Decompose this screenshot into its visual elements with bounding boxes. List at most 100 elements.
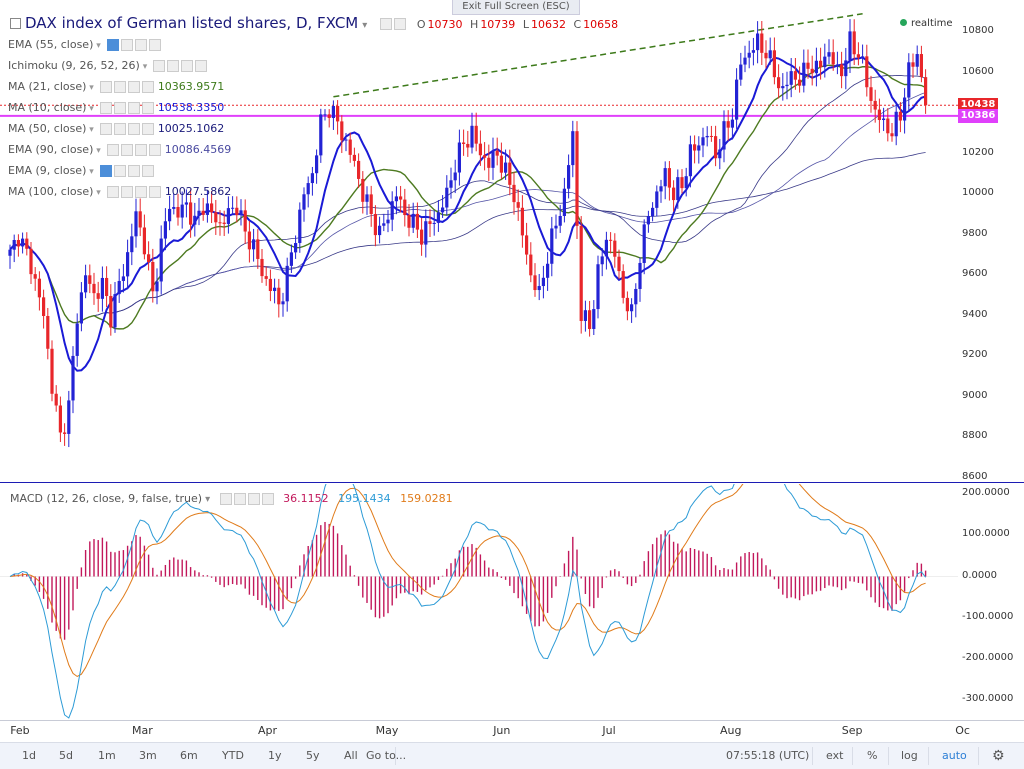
candle[interactable] — [810, 55, 814, 86]
candle[interactable] — [155, 268, 159, 305]
time-axis[interactable]: Feb Mar Apr May Jun Jul Aug Sep Oc — [0, 720, 970, 742]
candle[interactable] — [327, 109, 331, 128]
auto-toggle[interactable]: auto — [942, 749, 967, 762]
candle[interactable] — [743, 45, 747, 73]
candle[interactable] — [680, 169, 684, 194]
candle[interactable] — [8, 244, 12, 269]
candle[interactable] — [512, 172, 516, 215]
eye-icon[interactable] — [99, 81, 112, 93]
eye-icon[interactable] — [99, 165, 112, 177]
candle[interactable] — [877, 98, 881, 133]
candle[interactable] — [79, 282, 83, 332]
candle[interactable] — [264, 266, 268, 286]
candle[interactable] — [835, 51, 839, 75]
candle[interactable] — [852, 19, 856, 65]
candle[interactable] — [667, 161, 671, 201]
candle[interactable] — [243, 199, 247, 245]
candle[interactable] — [407, 204, 411, 237]
candle[interactable] — [302, 187, 306, 222]
candle[interactable] — [919, 45, 923, 83]
goto-button[interactable]: Go to... — [366, 749, 407, 762]
candle[interactable] — [617, 249, 621, 280]
candle[interactable] — [310, 166, 314, 196]
candle[interactable] — [256, 229, 260, 269]
candle[interactable] — [277, 278, 281, 318]
candle[interactable] — [117, 268, 121, 303]
candle[interactable] — [193, 202, 197, 237]
settings-small-icon[interactable] — [120, 186, 133, 198]
range-button-3m[interactable]: 3m — [139, 749, 157, 762]
candle[interactable] — [823, 43, 827, 78]
candle[interactable] — [886, 108, 890, 142]
eye-icon[interactable] — [153, 60, 166, 72]
candle[interactable] — [529, 242, 533, 283]
candle[interactable] — [722, 110, 726, 163]
symbol-title[interactable]: DAX index of German listed shares, D, FX… — [25, 14, 359, 32]
candle[interactable] — [163, 208, 167, 251]
range-button-6m[interactable]: 6m — [180, 749, 198, 762]
candle[interactable] — [575, 121, 579, 240]
candle[interactable] — [100, 266, 104, 312]
candle[interactable] — [319, 108, 323, 163]
candle[interactable] — [67, 390, 71, 448]
candle[interactable] — [344, 132, 348, 152]
candle[interactable] — [247, 220, 251, 263]
candle[interactable] — [168, 195, 172, 231]
indicator-name[interactable]: EMA (55, close) — [8, 38, 94, 51]
candle[interactable] — [638, 257, 642, 302]
candle[interactable] — [474, 112, 478, 152]
price-axis[interactable]: 1080010600104001020010000980096009400920… — [958, 0, 1024, 482]
indicator-legend-row[interactable]: MA (10, close) ▾ 10538.3350 — [8, 101, 224, 114]
candle[interactable] — [449, 167, 453, 199]
candle[interactable] — [29, 242, 33, 285]
gear-icon[interactable]: ⚙ — [992, 748, 1005, 764]
candle[interactable] — [625, 291, 629, 321]
candle[interactable] — [315, 149, 319, 184]
range-button-ytd[interactable]: YTD — [222, 749, 244, 762]
candle[interactable] — [802, 49, 806, 93]
more-icon[interactable] — [134, 186, 147, 198]
candle[interactable] — [554, 214, 558, 239]
eye-icon[interactable] — [106, 186, 119, 198]
settings-small-icon[interactable] — [113, 123, 126, 135]
candle[interactable] — [806, 49, 810, 79]
candle[interactable] — [420, 218, 424, 256]
candle[interactable] — [541, 265, 545, 299]
settings-small-icon[interactable] — [233, 493, 246, 505]
candle[interactable] — [861, 44, 865, 64]
candle[interactable] — [495, 137, 499, 166]
candle[interactable] — [642, 219, 646, 275]
close-icon[interactable] — [148, 144, 161, 156]
close-icon[interactable] — [195, 60, 208, 72]
candle[interactable] — [898, 102, 902, 133]
candle[interactable] — [705, 126, 709, 147]
close-icon[interactable] — [148, 186, 161, 198]
candle[interactable] — [621, 264, 625, 304]
candle[interactable] — [894, 101, 898, 146]
candle[interactable] — [289, 244, 293, 273]
candle[interactable] — [210, 191, 214, 223]
candle[interactable] — [214, 199, 218, 235]
candle[interactable] — [369, 185, 373, 227]
indicator-legend-row[interactable]: EMA (9, close) ▾ — [8, 164, 154, 177]
candle[interactable] — [441, 195, 445, 218]
candle[interactable] — [306, 176, 310, 208]
chevron-down-icon[interactable]: ▾ — [93, 41, 101, 51]
chevron-down-icon[interactable]: ▾ — [86, 104, 94, 114]
candle[interactable] — [701, 127, 705, 158]
chevron-down-icon[interactable]: ▾ — [362, 20, 368, 31]
chevron-down-icon[interactable]: ▾ — [86, 167, 94, 177]
candle[interactable] — [411, 202, 415, 233]
close-icon[interactable] — [261, 493, 274, 505]
chevron-down-icon[interactable]: ▾ — [86, 125, 94, 135]
indicator-name[interactable]: MA (50, close) — [8, 122, 87, 135]
candle[interactable] — [831, 39, 835, 71]
candle[interactable] — [121, 264, 125, 293]
candle[interactable] — [33, 267, 37, 291]
candle[interactable] — [151, 248, 155, 303]
candle[interactable] — [588, 300, 592, 337]
indicator-name[interactable]: MA (21, close) — [8, 80, 87, 93]
candle[interactable] — [252, 228, 256, 262]
candle[interactable] — [12, 234, 16, 263]
candle[interactable] — [415, 202, 419, 238]
